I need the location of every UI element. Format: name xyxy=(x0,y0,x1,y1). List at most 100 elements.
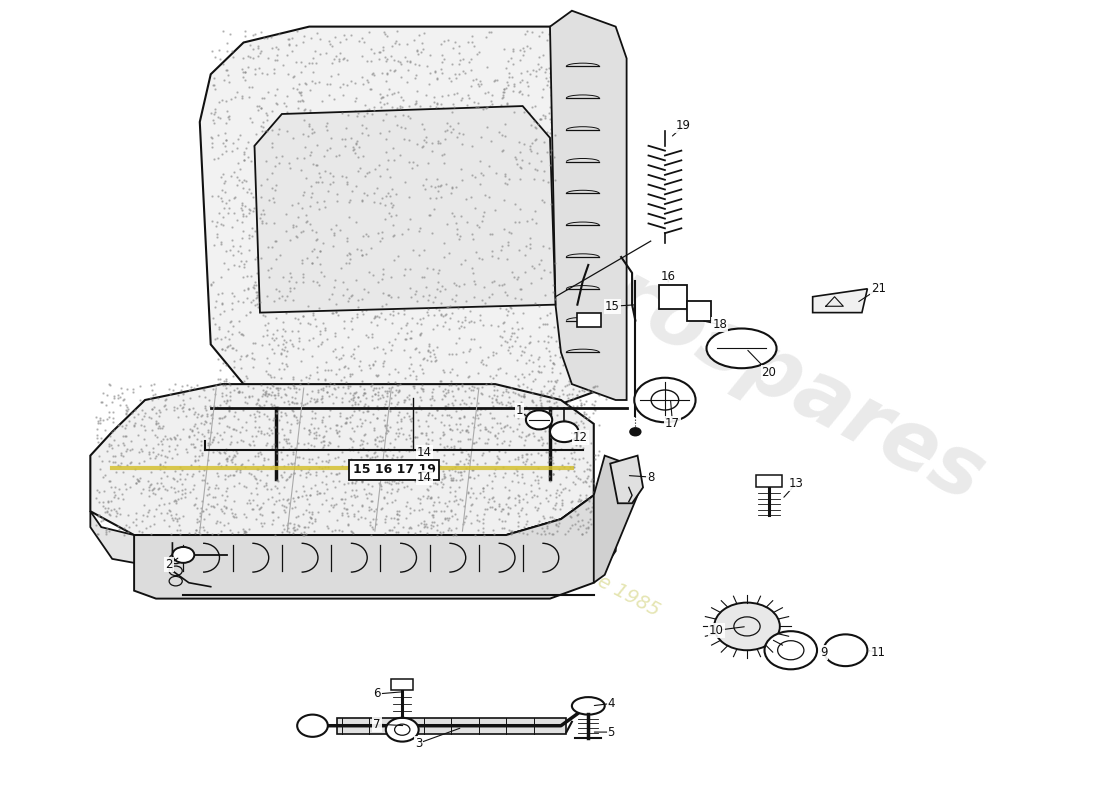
Point xyxy=(538,231,556,244)
Point xyxy=(299,209,317,222)
Point xyxy=(531,390,549,403)
Point xyxy=(102,494,120,507)
Point xyxy=(447,36,464,49)
Point xyxy=(575,153,593,166)
Point xyxy=(442,74,460,87)
Point xyxy=(542,122,560,135)
Point xyxy=(597,257,615,270)
Point xyxy=(318,478,336,490)
Point xyxy=(546,150,563,163)
Point xyxy=(272,221,289,234)
Point xyxy=(250,42,267,54)
Point xyxy=(142,528,160,541)
Point xyxy=(456,398,474,411)
Point xyxy=(187,418,205,431)
Point xyxy=(277,244,295,257)
Point xyxy=(360,399,377,412)
Point xyxy=(327,423,344,436)
Point xyxy=(574,429,592,442)
Point xyxy=(468,436,485,449)
Point xyxy=(308,457,326,470)
Point xyxy=(183,458,200,471)
Point xyxy=(345,179,363,192)
Point xyxy=(392,58,409,70)
Point xyxy=(452,466,470,478)
Point xyxy=(253,203,271,216)
Point xyxy=(571,248,588,261)
Point xyxy=(440,236,458,249)
Point xyxy=(503,330,520,342)
Point xyxy=(274,176,292,189)
Point xyxy=(299,148,317,161)
Point xyxy=(344,389,362,402)
Point xyxy=(211,373,229,386)
Point xyxy=(188,379,206,392)
Point xyxy=(255,408,273,421)
Point xyxy=(573,398,591,411)
Point xyxy=(520,335,538,348)
Point xyxy=(471,169,488,182)
Point xyxy=(465,437,483,450)
Point xyxy=(334,502,352,514)
Point xyxy=(298,388,316,401)
Point xyxy=(417,429,434,442)
Point xyxy=(600,267,617,280)
Point xyxy=(578,312,595,325)
Point xyxy=(340,519,358,532)
Point xyxy=(425,510,442,523)
Point xyxy=(348,308,365,321)
Point xyxy=(378,97,396,110)
Point xyxy=(266,54,284,66)
Point xyxy=(377,449,395,462)
Point xyxy=(480,194,497,207)
Polygon shape xyxy=(813,289,868,313)
Point xyxy=(491,499,508,512)
Point xyxy=(505,466,522,479)
Point xyxy=(339,238,356,251)
Point xyxy=(446,87,463,100)
Point xyxy=(355,400,373,413)
Point xyxy=(219,105,236,118)
Point xyxy=(332,374,350,386)
Point xyxy=(331,270,349,282)
Point xyxy=(492,338,509,351)
Point xyxy=(162,509,179,522)
Point xyxy=(443,42,461,54)
Point xyxy=(551,117,569,130)
Point xyxy=(346,138,364,150)
Point xyxy=(568,438,585,451)
Point xyxy=(414,37,431,50)
Point xyxy=(346,225,364,238)
Point xyxy=(279,33,297,46)
Point xyxy=(363,330,381,343)
Point xyxy=(548,97,565,110)
Point xyxy=(440,409,458,422)
Point xyxy=(461,245,478,258)
Point xyxy=(286,392,304,405)
Point xyxy=(408,246,426,258)
Point xyxy=(534,230,551,242)
Point xyxy=(406,34,424,46)
Point xyxy=(294,254,311,266)
Point xyxy=(377,162,395,175)
Point xyxy=(525,126,542,138)
Point xyxy=(253,290,271,302)
Point xyxy=(112,446,130,459)
Point xyxy=(420,209,438,222)
Point xyxy=(384,197,402,210)
Point xyxy=(473,354,491,366)
Point xyxy=(236,369,254,382)
Point xyxy=(598,252,616,265)
Point xyxy=(541,70,559,83)
Point xyxy=(549,399,566,412)
Point xyxy=(338,503,355,516)
Point xyxy=(157,393,175,406)
Point xyxy=(277,194,295,207)
Point xyxy=(145,482,163,494)
Point xyxy=(252,102,270,114)
Point xyxy=(222,93,240,106)
Point xyxy=(510,389,528,402)
Point xyxy=(465,392,483,405)
Point xyxy=(472,341,490,354)
Point xyxy=(400,191,418,204)
